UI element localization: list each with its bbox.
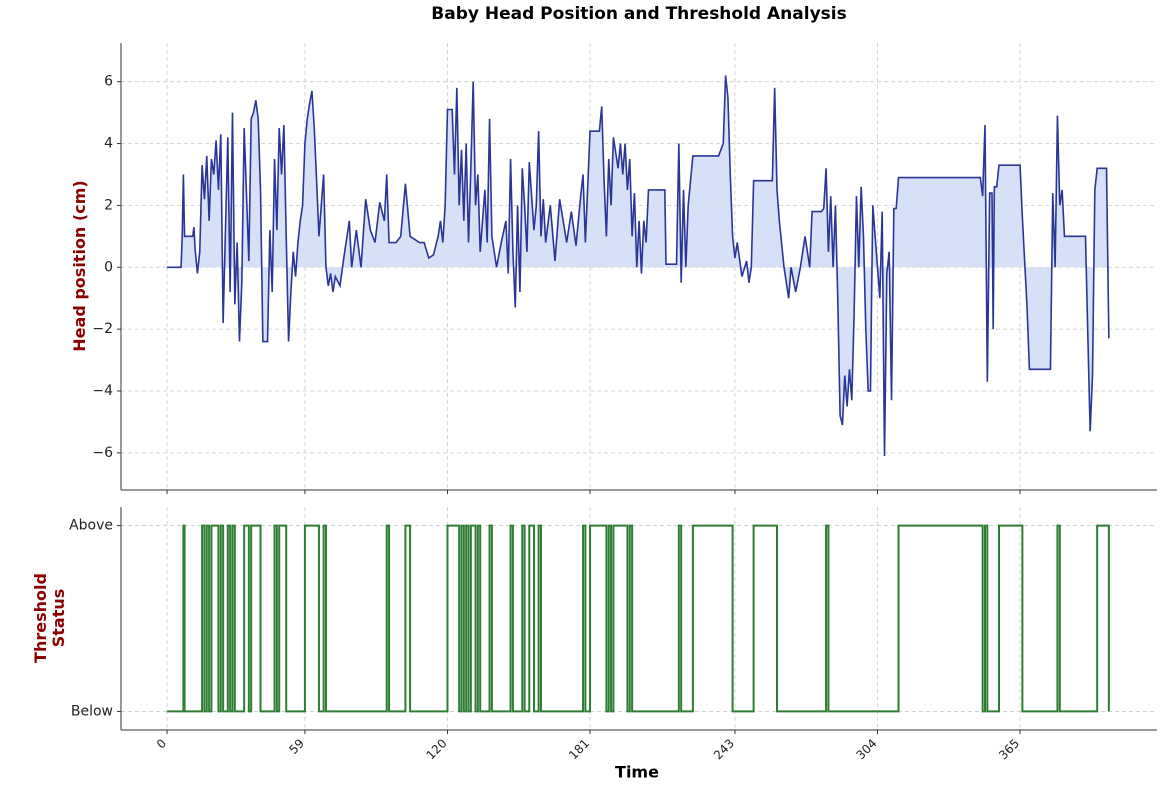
- y-tick-label: −6: [92, 445, 113, 461]
- x-tick-label: 304: [854, 736, 880, 762]
- y-tick-label: 2: [104, 197, 113, 213]
- x-tick-label: 181: [566, 736, 592, 762]
- x-tick-label: 365: [996, 736, 1022, 762]
- x-tick-label: 120: [424, 736, 450, 762]
- chart-title: Baby Head Position and Threshold Analysi…: [431, 4, 846, 24]
- step-line: [167, 524, 1110, 713]
- y-tick-label: −4: [92, 383, 113, 399]
- y-tick-label: Below: [71, 703, 113, 719]
- data-line: [167, 75, 1110, 456]
- x-tick-label: 243: [711, 736, 737, 762]
- y-axis-label: Threshold Status: [31, 573, 68, 663]
- y-tick-label: 6: [104, 74, 113, 90]
- area-fill: [167, 75, 1109, 456]
- y-tick-label: 4: [104, 136, 113, 152]
- y-tick-label: Above: [69, 518, 113, 534]
- x-tick-label: 59: [286, 736, 307, 757]
- y-axis-label: Head position (cm): [70, 180, 89, 352]
- y-tick-label: −2: [92, 321, 113, 337]
- x-axis-label: Time: [615, 763, 659, 782]
- x-tick-label: 0: [154, 736, 169, 751]
- y-tick-label: 0: [104, 259, 113, 275]
